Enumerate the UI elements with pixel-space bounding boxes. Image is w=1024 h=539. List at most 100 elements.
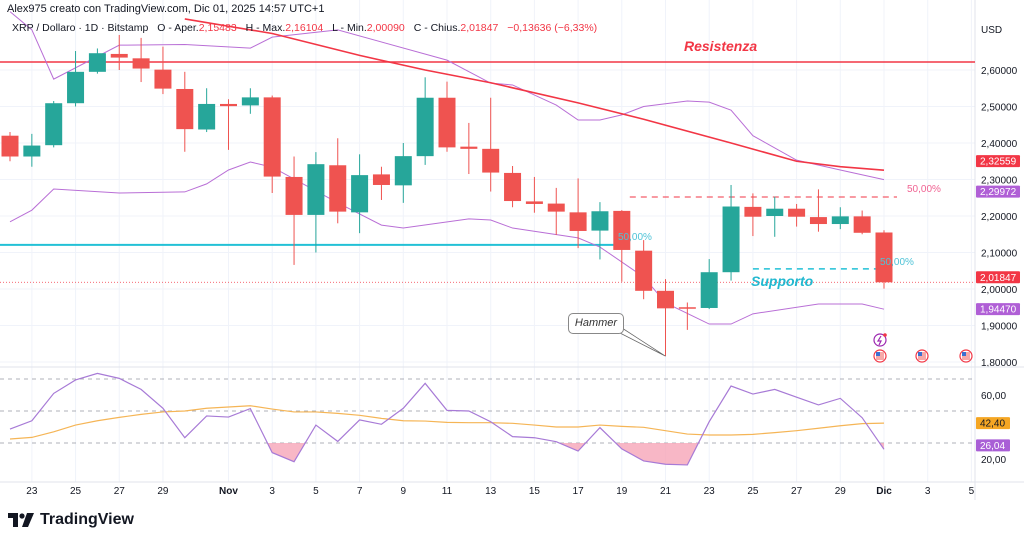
x-tick-label: 27: [114, 486, 126, 497]
candle-body: [657, 290, 674, 309]
high-label: H - Max.: [245, 22, 286, 34]
price-tag-text: 1,94470: [980, 305, 1017, 316]
candle-body: [569, 212, 587, 231]
change-value: −0,13636 (−6,33%): [507, 22, 598, 34]
y-tick-label: 2,60000: [981, 66, 1018, 77]
tradingview-logo[interactable]: TradingView: [8, 511, 134, 529]
candle-body: [700, 272, 718, 308]
x-tick-label: 11: [442, 486, 453, 497]
y-tick-label: 2,20000: [981, 212, 1018, 223]
symbol-legend: XRP / Dollaro · 1D · Bitstamp O - Aper.2…: [12, 22, 597, 34]
candle-body: [853, 216, 871, 233]
us-flag-icon: [873, 349, 887, 363]
fib-left-label: 50,00%: [618, 232, 652, 243]
x-tick-label: 7: [357, 486, 363, 497]
x-tick-label: Dic: [876, 486, 892, 497]
candle-body: [263, 97, 281, 177]
resistance-label: Resistenza: [684, 38, 758, 54]
tradingview-logo-icon: [8, 513, 34, 527]
candle-body: [504, 172, 522, 202]
candle-body: [110, 53, 128, 58]
close-label: C - Chius.: [413, 22, 461, 34]
flash-icon-circle: [873, 333, 887, 347]
x-tick-label: 15: [529, 486, 541, 497]
bollinger-upper-line: [9, 11, 885, 181]
rsi-tag: [976, 439, 1010, 452]
x-tick-label: 25: [747, 486, 759, 497]
candle-body: [220, 103, 237, 107]
candle-body: [678, 307, 696, 309]
candle-body: [67, 71, 85, 104]
close-value: 2,01847: [460, 22, 499, 34]
us-flag-icon: [959, 349, 973, 363]
price-tag: [976, 303, 1020, 316]
flag-canton: [918, 352, 922, 356]
y-tick-label: 1,90000: [981, 322, 1018, 333]
candle-body: [176, 88, 194, 130]
x-tick-label: 17: [573, 486, 585, 497]
candle-body: [1, 135, 19, 157]
x-tick-label: 5: [969, 486, 975, 497]
candle-body: [88, 53, 106, 72]
x-tick-label: 9: [401, 486, 407, 497]
x-tick-label: 5: [313, 486, 319, 497]
candle-body: [438, 97, 456, 148]
candle-body: [372, 174, 390, 185]
y-tick-label: 2,00000: [981, 285, 1018, 296]
currency-label: USD: [981, 25, 1002, 36]
candle-body: [744, 206, 762, 217]
support-label: Supporto: [751, 273, 814, 289]
symbol-name[interactable]: XRP / Dollaro · 1D · Bitstamp: [12, 22, 149, 34]
candle-body: [416, 97, 434, 157]
rsi-tick-label: 20,00: [981, 455, 1006, 466]
price-tag-text: 2,01847: [980, 273, 1017, 284]
candle-body: [307, 164, 325, 215]
y-tick-label: 2,40000: [981, 139, 1018, 150]
candle-body: [831, 216, 849, 225]
y-tick-label: 2,30000: [981, 176, 1018, 187]
x-tick-label: 29: [157, 486, 169, 497]
candle-body: [875, 232, 893, 283]
candle-body: [613, 210, 631, 250]
candle-body: [132, 58, 150, 69]
y-tick-label: 2,10000: [981, 249, 1018, 260]
candle-body: [809, 217, 827, 225]
candle-body: [329, 165, 347, 212]
x-tick-label: 3: [269, 486, 275, 497]
price-tag: [976, 185, 1020, 198]
chart-credit: Alex975 creato con TradingView.com, Dic …: [7, 3, 325, 15]
candle-body: [154, 69, 172, 89]
rsi-tag: [976, 417, 1010, 430]
x-tick-label: 23: [704, 486, 716, 497]
hammer-pointer: [617, 327, 666, 357]
candle-body: [394, 156, 412, 186]
candle-body: [45, 103, 63, 146]
candle-body: [482, 148, 500, 173]
price-tag-text: 2,29972: [980, 187, 1017, 198]
x-tick-label: 27: [791, 486, 803, 497]
x-tick-label: Nov: [219, 486, 238, 497]
candle-body: [722, 206, 740, 273]
x-tick-label: 3: [925, 486, 931, 497]
rsi-tick-label: 60,00: [981, 391, 1006, 402]
price-tag: [976, 271, 1020, 284]
flag-canton: [876, 352, 880, 356]
flash-icon-dot: [883, 333, 887, 337]
open-value: 2,15483: [198, 22, 237, 34]
y-tick-label: 1,80000: [981, 358, 1018, 369]
hammer-callout: Hammer: [568, 313, 624, 334]
x-tick-label: 13: [485, 486, 497, 497]
fib-red-label: 50,00%: [907, 184, 941, 195]
flash-icon: [873, 333, 887, 347]
brand-name: TradingView: [40, 511, 134, 528]
x-tick-label: 21: [660, 486, 672, 497]
flag-canton: [962, 352, 966, 356]
candle-body: [460, 146, 478, 149]
low-value: 2,00090: [366, 22, 405, 34]
x-tick-label: 23: [26, 486, 38, 497]
candle-body: [241, 97, 259, 106]
rsi-tag-text: 42,40: [980, 419, 1005, 430]
x-tick-label: 19: [616, 486, 628, 497]
candle-body: [591, 211, 609, 231]
